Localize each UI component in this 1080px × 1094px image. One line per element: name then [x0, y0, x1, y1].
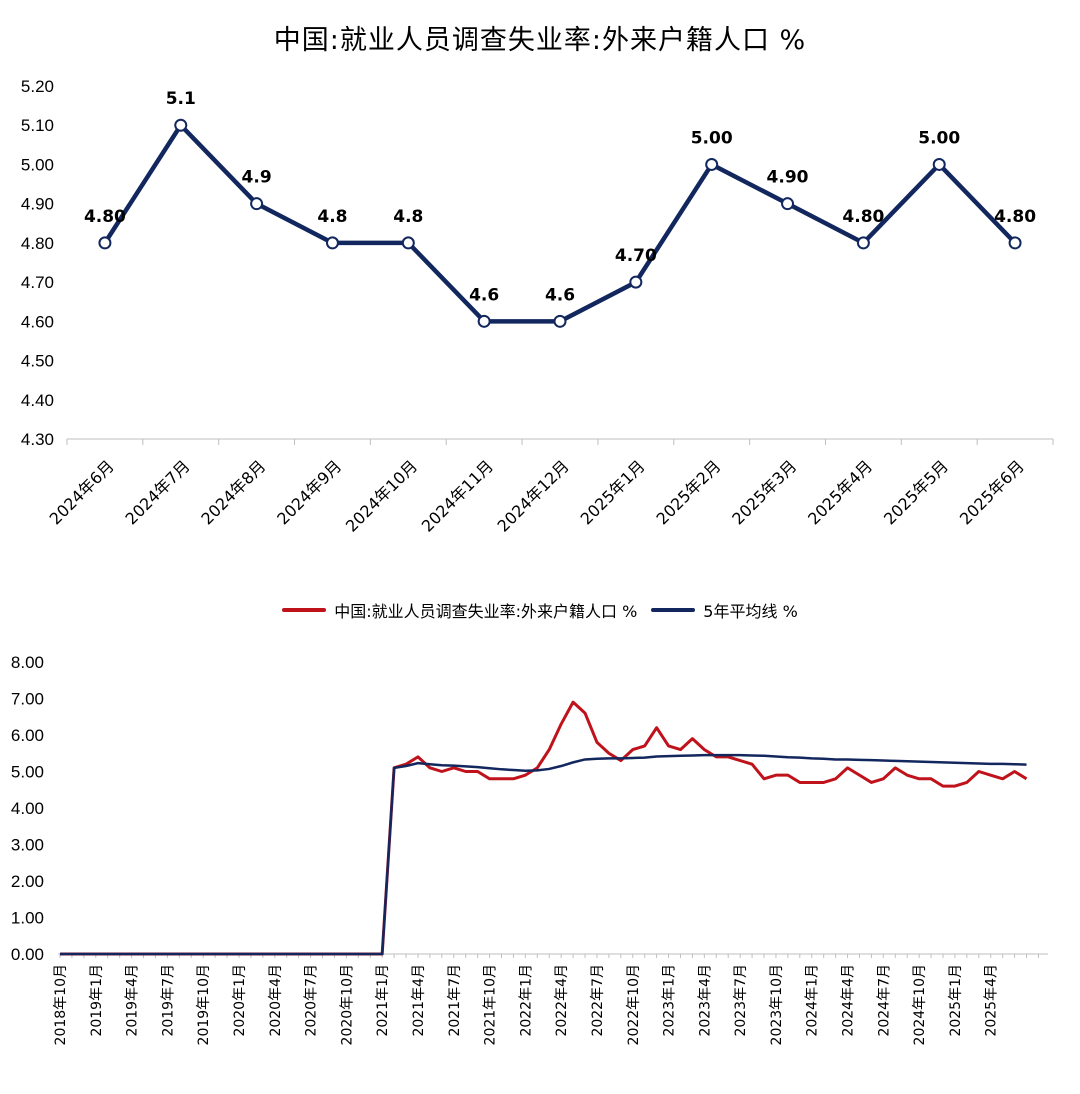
data-point	[401, 236, 415, 250]
legend-swatch-navy	[651, 608, 696, 612]
x-tick-label: 2023年1月	[662, 964, 678, 1037]
x-tick-label: 2023年7月	[733, 964, 749, 1037]
x-tick-label: 2021年10月	[483, 964, 499, 1045]
y-tick-label: 4.80	[21, 234, 54, 253]
x-tick-label: 2020年1月	[232, 964, 248, 1037]
x-tick-label: 2020年7月	[304, 964, 320, 1037]
data-point	[705, 157, 719, 171]
x-tick-label: 2023年4月	[697, 964, 713, 1037]
x-tick-label: 2018年10月	[53, 964, 69, 1045]
y-tick-label: 0.00	[11, 945, 44, 964]
x-tick-label: 2020年4月	[268, 964, 284, 1037]
data-point	[98, 236, 112, 250]
y-tick-label: 4.60	[21, 312, 54, 331]
y-tick-label: 4.00	[11, 799, 44, 818]
x-tick-label: 2019年10月	[196, 964, 212, 1045]
y-tick-label: 5.00	[11, 763, 44, 782]
x-tick-label: 2024年7月	[876, 964, 892, 1037]
data-label: 4.6	[545, 285, 575, 305]
data-label: 4.6	[469, 285, 499, 305]
data-point	[856, 236, 870, 250]
y-tick-label: 1.00	[11, 909, 44, 928]
y-tick-label: 5.10	[21, 116, 54, 135]
legend-label-series-2: 5年平均线 %	[703, 602, 798, 621]
data-point	[477, 314, 491, 328]
x-tick-label: 2024年1月	[805, 964, 821, 1037]
x-tick-label: 2022年1月	[518, 964, 534, 1037]
data-label: 5.00	[918, 128, 960, 148]
data-point	[1008, 236, 1022, 250]
x-tick-label: 2022年4月	[554, 964, 570, 1037]
legend-label-series-1: 中国:就业人员调查失业率:外来户籍人口 %	[334, 602, 638, 621]
x-tick-label: 2025年1月	[948, 964, 964, 1037]
x-tick-label: 2023年10月	[769, 964, 785, 1045]
x-tick-label: 2022年10月	[626, 964, 642, 1045]
series-line-unemployment	[60, 700, 1028, 956]
data-point	[781, 197, 795, 211]
data-label: 4.80	[84, 207, 126, 227]
y-tick-label: 4.30	[21, 430, 54, 449]
data-label: 4.80	[994, 207, 1036, 227]
data-label: 4.8	[317, 207, 347, 227]
x-tick-label: 2021年4月	[411, 964, 427, 1037]
x-tick-label: 2021年1月	[375, 964, 391, 1037]
data-point	[629, 275, 643, 289]
x-tick-label: 2019年7月	[160, 964, 176, 1037]
y-tick-label: 4.50	[21, 352, 54, 371]
y-tick-label: 4.40	[21, 391, 54, 410]
data-label: 4.70	[615, 246, 657, 266]
data-label: 5.00	[691, 128, 733, 148]
y-tick-label: 4.90	[21, 195, 54, 214]
data-label: 4.90	[767, 168, 809, 188]
data-point	[553, 314, 567, 328]
data-label: 5.1	[166, 89, 196, 109]
series-line-5yr-average	[60, 753, 1027, 956]
chart-title: 中国:就业人员调查失业率:外来户籍人口 %	[273, 25, 807, 56]
y-tick-label: 6.00	[11, 726, 44, 745]
y-tick-label: 5.20	[21, 77, 54, 96]
x-tick-label: 2021年7月	[447, 964, 463, 1037]
legend: 中国:就业人员调查失业率:外来户籍人口 % 5年平均线 %	[0, 598, 1080, 622]
x-tick-label: 2024年4月	[841, 964, 857, 1037]
data-label: 4.8	[393, 207, 423, 227]
y-tick-label: 4.70	[21, 273, 54, 292]
y-tick-label: 7.00	[11, 690, 44, 709]
legend-item-series-1: 中国:就业人员调查失业率:外来户籍人口 %	[282, 598, 637, 622]
x-tick-label: 2025年4月	[984, 964, 1000, 1037]
data-label: 4.9	[242, 168, 272, 188]
x-tick-label: 2019年4月	[125, 964, 141, 1037]
data-label: 4.80	[842, 207, 884, 227]
legend-swatch-red	[282, 608, 327, 612]
y-tick-label: 8.00	[11, 653, 44, 672]
legend-item-series-2: 5年平均线 %	[651, 598, 798, 622]
x-tick-label: 2022年7月	[590, 964, 606, 1037]
x-tick-label: 2020年10月	[339, 964, 355, 1045]
y-tick-label: 5.00	[21, 155, 54, 174]
x-tick-label: 2024年10月	[912, 964, 928, 1045]
data-point	[250, 197, 264, 211]
data-point	[932, 157, 946, 171]
top-line-chart: 4.30 4.40 4.50 4.60 4.70 4.80 4.90 5.00 5.10 5.20…	[21, 77, 1054, 536]
y-tick-label: 2.00	[11, 872, 44, 891]
y-tick-label: 3.00	[11, 836, 44, 855]
data-point	[174, 118, 188, 132]
data-point	[325, 236, 339, 250]
x-tick-label: 2019年1月	[89, 964, 105, 1037]
